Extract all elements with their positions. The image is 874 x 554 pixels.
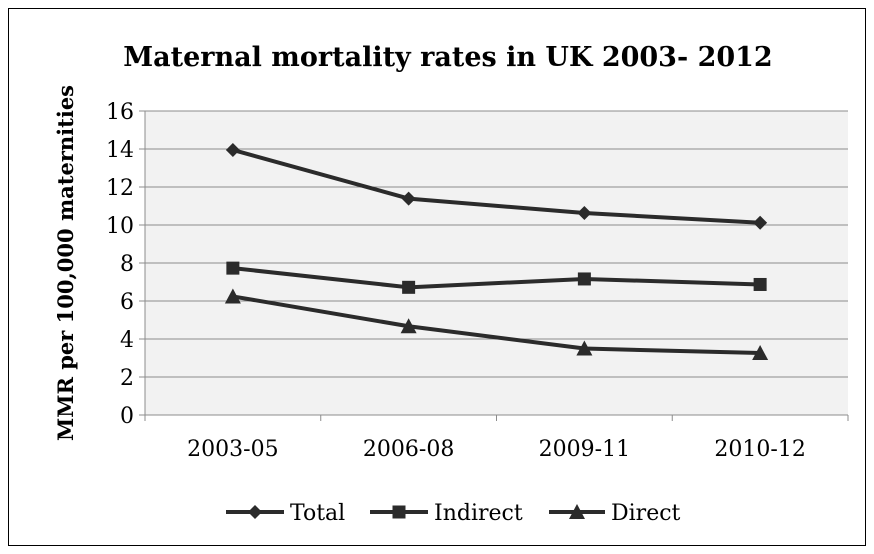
- legend-label-total: Total: [290, 501, 345, 526]
- data-point-total: [577, 206, 592, 221]
- x-tick-label: 2006-08: [363, 437, 454, 462]
- y-tick-label: 6: [120, 290, 134, 315]
- series-line-total: [232, 148, 761, 225]
- data-point-indirect: [226, 261, 240, 275]
- legend-item-direct: Direct: [549, 501, 681, 526]
- y-tick-label: 2: [120, 366, 134, 391]
- y-tick-label: 8: [120, 252, 134, 277]
- y-tick-label: 0: [120, 404, 134, 429]
- x-tick-label: 2009-11: [539, 437, 630, 462]
- y-tick-label: 16: [106, 100, 134, 125]
- y-tick-label: 10: [106, 214, 134, 239]
- plot-area: 0 2 4 6 8 10 12 14 16 2003-05 2006-08 2009-11 2010-1…: [106, 100, 849, 462]
- x-tick-label: 2003-05: [187, 437, 278, 462]
- data-point-indirect: [753, 277, 767, 291]
- legend-marker-direct: [569, 504, 585, 519]
- y-axis-title: MMR per 100,000 maternities: [53, 85, 78, 441]
- data-point-direct: [400, 318, 417, 334]
- legend-item-indirect: Indirect: [370, 501, 523, 526]
- chart-title: Maternal mortality rates in UK 2003- 201…: [123, 42, 772, 73]
- legend-item-total: Total: [226, 501, 345, 526]
- legend: Total Indirect Direct: [226, 501, 681, 526]
- data-point-direct: [224, 288, 241, 304]
- data-point-total: [753, 215, 768, 230]
- legend-marker-total: [248, 505, 262, 519]
- data-point-indirect: [402, 280, 416, 294]
- x-tick-label: 2010-12: [714, 437, 805, 462]
- y-tick-label: 4: [120, 328, 134, 353]
- y-tick-label: 12: [106, 176, 134, 201]
- data-point-indirect: [577, 272, 591, 286]
- legend-marker-indirect: [392, 505, 406, 519]
- series-line-indirect: [232, 266, 761, 290]
- data-point-total: [401, 191, 416, 206]
- data-point-direct: [752, 345, 769, 361]
- y-tick-label: 14: [106, 138, 134, 163]
- legend-label-direct: Direct: [611, 501, 681, 526]
- data-point-direct: [576, 340, 593, 356]
- legend-label-indirect: Indirect: [434, 501, 523, 526]
- data-point-total: [225, 142, 240, 157]
- series-line-direct: [232, 294, 761, 356]
